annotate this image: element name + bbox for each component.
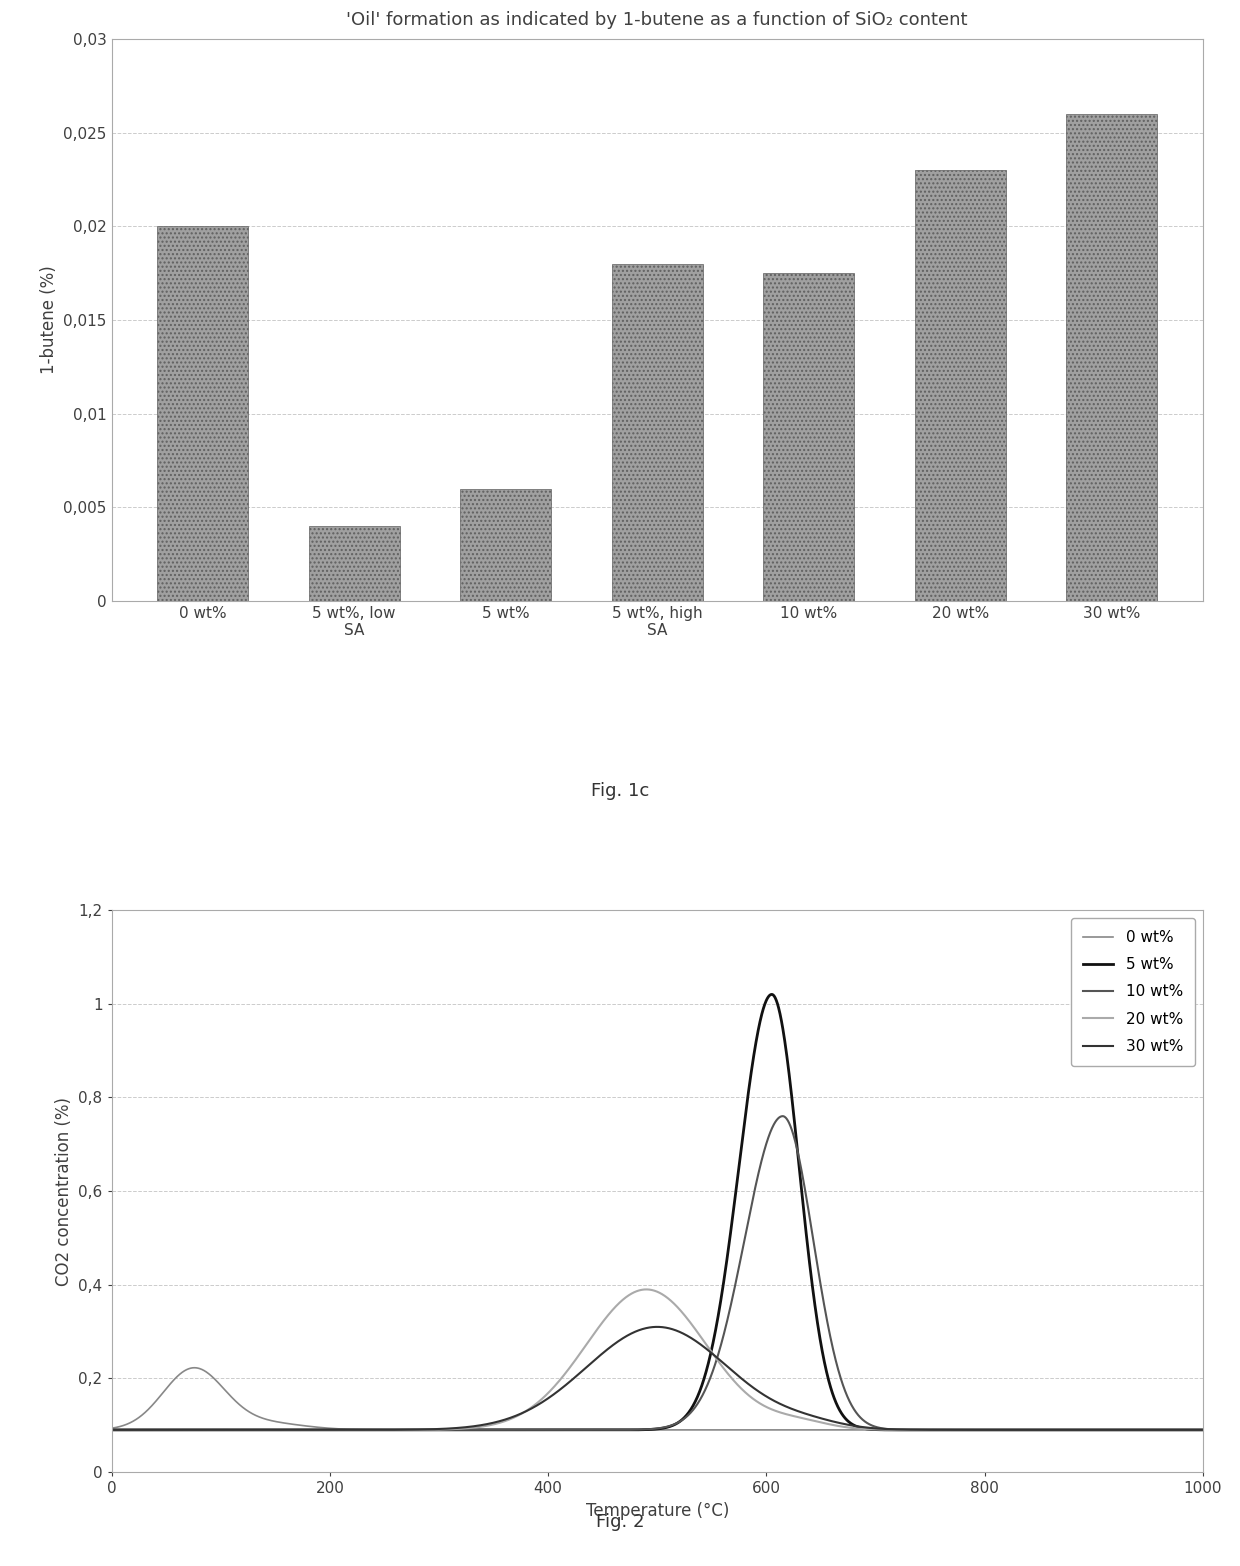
5 wt% — [522, 1420, 537, 1439]
Line: 0 wt%: 0 wt% — [112, 1367, 1203, 1430]
30 wt% — [104, 1420, 119, 1439]
30 wt% — [1174, 1420, 1189, 1439]
20 wt% — [1056, 1420, 1071, 1439]
20 wt% — [104, 1420, 119, 1439]
30 wt% — [570, 1366, 585, 1384]
0 wt% — [1056, 1420, 1071, 1439]
20 wt% — [570, 1348, 585, 1367]
0 wt% — [187, 1358, 202, 1377]
Bar — [460, 489, 551, 601]
30 wt% — [650, 1317, 665, 1336]
5 wt% — [570, 1420, 585, 1439]
Line: 10 wt%: 10 wt% — [112, 1117, 1203, 1430]
20 wt% — [294, 1420, 309, 1439]
Legend: 0 wt%, 5 wt%, 10 wt%, 20 wt%, 30 wt%: 0 wt%, 5 wt%, 10 wt%, 20 wt%, 30 wt% — [1070, 918, 1195, 1066]
10 wt% — [294, 1420, 309, 1439]
Bar — [764, 274, 854, 601]
5 wt% — [764, 985, 779, 1004]
10 wt% — [1195, 1420, 1210, 1439]
10 wt% — [1174, 1420, 1189, 1439]
10 wt% — [522, 1420, 537, 1439]
30 wt% — [228, 1420, 243, 1439]
0 wt% — [104, 1419, 119, 1438]
0 wt% — [523, 1420, 538, 1439]
Text: Fig. 2: Fig. 2 — [595, 1513, 645, 1532]
30 wt% — [294, 1420, 309, 1439]
20 wt% — [522, 1398, 537, 1417]
0 wt% — [1195, 1420, 1210, 1439]
10 wt% — [1056, 1420, 1071, 1439]
5 wt% — [228, 1420, 243, 1439]
0 wt% — [229, 1392, 244, 1411]
Line: 30 wt%: 30 wt% — [112, 1326, 1203, 1430]
10 wt% — [228, 1420, 243, 1439]
20 wt% — [1195, 1420, 1210, 1439]
30 wt% — [522, 1400, 537, 1419]
10 wt% — [104, 1420, 119, 1439]
5 wt% — [1056, 1420, 1071, 1439]
Bar — [309, 526, 399, 601]
0 wt% — [570, 1420, 585, 1439]
0 wt% — [294, 1416, 309, 1434]
10 wt% — [775, 1107, 790, 1126]
0 wt% — [578, 1420, 593, 1439]
X-axis label: Temperature (°C): Temperature (°C) — [585, 1502, 729, 1519]
Y-axis label: CO2 concentration (%): CO2 concentration (%) — [55, 1096, 73, 1286]
5 wt% — [104, 1420, 119, 1439]
Text: Fig. 1c: Fig. 1c — [591, 781, 649, 800]
0 wt% — [1174, 1420, 1189, 1439]
20 wt% — [639, 1279, 653, 1298]
Bar — [611, 265, 703, 601]
5 wt% — [294, 1420, 309, 1439]
Bar — [1066, 114, 1157, 601]
Y-axis label: 1-butene (%): 1-butene (%) — [40, 266, 58, 374]
20 wt% — [1174, 1420, 1189, 1439]
5 wt% — [1174, 1420, 1189, 1439]
30 wt% — [1195, 1420, 1210, 1439]
30 wt% — [1056, 1420, 1071, 1439]
Title: 'Oil' formation as indicated by 1-butene as a function of SiO₂ content: 'Oil' formation as indicated by 1-butene… — [346, 11, 968, 30]
Bar — [915, 171, 1006, 601]
Line: 20 wt%: 20 wt% — [112, 1289, 1203, 1430]
5 wt% — [1195, 1420, 1210, 1439]
10 wt% — [570, 1420, 585, 1439]
Bar — [157, 227, 248, 601]
20 wt% — [228, 1420, 243, 1439]
Line: 5 wt%: 5 wt% — [112, 994, 1203, 1430]
